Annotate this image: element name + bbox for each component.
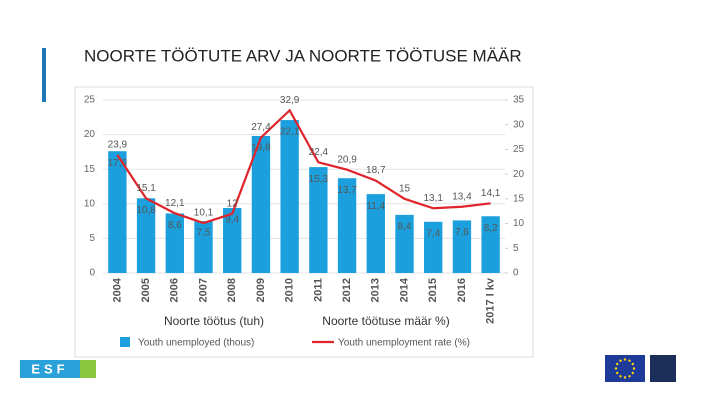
bar [251,135,271,273]
x-tick-label: 2016 [456,278,468,302]
line-value-label: 10,1 [194,208,214,219]
bar [165,213,184,273]
y2-tick-label: 15 [513,193,525,204]
bar [309,167,328,273]
y-tick-label: 15 [84,164,96,175]
bar-value-label: 8,2 [484,223,498,234]
x-tick-label: 2012 [341,278,353,302]
x-tick-label: 2011 [312,278,324,302]
x-tick-label: 2009 [255,278,267,302]
bar-value-label: 15,3 [309,174,329,185]
line-value-label: 15,1 [136,183,156,194]
bar [337,178,357,273]
bar [108,151,127,273]
y2-tick-label: 35 [513,95,525,106]
star [623,376,627,379]
bar-value-label: 10,8 [136,205,156,216]
star [619,375,622,378]
star [631,371,634,375]
star [628,359,631,362]
x-tick-label: 2007 [197,278,209,302]
bar [366,194,385,273]
line-value-label: 27,4 [251,122,271,133]
bar-value-label: 17,6 [108,158,128,169]
line-value-label: 20,9 [337,154,357,165]
x-tick-label: 2008 [226,278,238,302]
line-value-label: 13,1 [423,193,443,204]
slide-title: NOORTE TÖÖTUTE ARV JA NOORTE TÖÖTUSE MÄÄ… [84,46,522,65]
y2-tick-label: 5 [513,243,519,254]
x-tick-label: 2005 [140,278,152,302]
bar [395,214,414,273]
star [616,371,619,375]
x-tick-label: 2017 I kv [485,277,497,324]
esf-logo [20,360,80,378]
x-tick-label: 2006 [169,278,181,302]
bar [481,216,500,273]
bar-value-label: 13,7 [337,185,357,196]
star [619,359,622,362]
line-value-label: 14,1 [481,188,501,199]
bar [424,221,443,273]
line-value-label: 22,4 [309,147,329,158]
bar-value-label: 22,1 [280,127,300,138]
overlay-label: Noorte töötus (tuh) [164,314,264,328]
overlay-label: Noorte töötuse määr %) [322,314,449,328]
bar-value-label: 7,4 [426,228,440,239]
bar-value-label: 7,5 [197,228,211,239]
legend-label: Youth unemployment rate (%) [338,338,470,349]
ee-logo [650,355,676,382]
x-tick-label: 2013 [370,278,382,302]
line-value-label: 15 [399,183,411,194]
y2-tick-label: 20 [513,169,525,180]
legend-label: Youth unemployed (thous) [138,338,254,349]
line [116,108,491,225]
y-tick-label: 0 [89,268,95,279]
bar-value-label: 8,4 [398,222,412,233]
x-tick-label: 2004 [111,277,123,302]
accent-bar [42,48,46,102]
esf-logo-mark [80,360,96,378]
line-value-label: 32,9 [280,95,300,106]
bar [194,221,213,273]
logos: ESF [20,355,676,382]
y2-tick-label: 0 [513,268,519,279]
bar [223,207,242,273]
bar-value-label: 7,6 [455,227,469,238]
star [628,375,631,378]
y2-tick-label: 10 [513,218,525,229]
legend-swatch [120,337,130,347]
star [616,362,619,366]
bar [452,220,472,273]
x-tick-label: 2010 [284,278,296,302]
y2-tick-label: 25 [513,144,525,155]
y-tick-label: 5 [89,233,95,244]
y-tick-label: 20 [84,129,96,140]
line-value-label: 13,4 [452,191,472,202]
bar-value-label: 9,4 [225,215,239,226]
bar-value-label: 8,6 [168,220,182,231]
y-tick-label: 10 [84,198,96,209]
y-tick-label: 25 [84,95,96,106]
y2-tick-label: 30 [513,119,525,130]
line-value-label: 18,7 [366,165,386,176]
x-tick-label: 2014 [398,277,410,302]
star [614,367,618,370]
bar-value-label: 11,4 [366,201,385,212]
star [631,362,634,366]
esf-logo-text: ESF [31,361,68,376]
line-value-label: 12,1 [165,198,185,209]
bar-value-label: 19,8 [251,143,271,154]
x-tick-label: 2015 [427,278,439,302]
eu-stars [614,358,636,379]
star [632,367,636,370]
bar [136,198,156,273]
bar [280,120,299,274]
line-value-label: 23,9 [108,140,128,151]
line-value-label: 12 [227,198,239,209]
star [623,358,627,361]
